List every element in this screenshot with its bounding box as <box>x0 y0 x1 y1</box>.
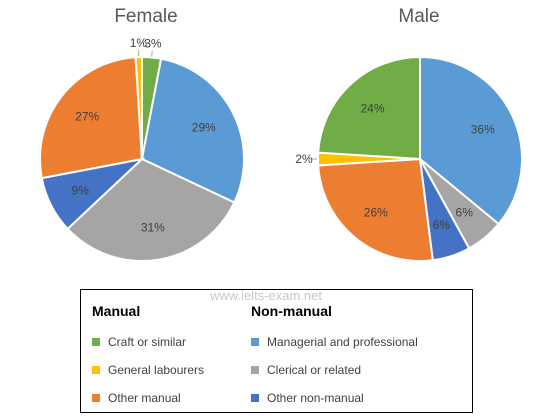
legend-swatch-other-manual <box>92 394 100 402</box>
male-slice-craft-or-similar <box>317 55 421 161</box>
legend-item-general-labourers: General labourers <box>92 363 204 377</box>
female-label-other-manual: 27% <box>75 109 99 123</box>
legend-swatch-other-non-manual <box>251 394 259 402</box>
legend-item-other-manual: Other manual <box>92 391 181 405</box>
female-slice-other-manual <box>39 56 144 180</box>
male-slice-other-manual <box>317 157 434 262</box>
male-label-craft-or-similar: 24% <box>361 101 385 115</box>
legend-header-manual: Manual <box>92 303 141 319</box>
legend-item-clerical: Clerical or related <box>251 363 361 377</box>
female-label-general-labourers: 1% <box>130 36 148 50</box>
male-label-other-manual: 26% <box>364 205 388 219</box>
female-slice-clerical-or-related <box>66 157 236 262</box>
legend-header-non-manual: Non-manual <box>251 303 332 319</box>
legend-label-clerical: Clerical or related <box>267 363 362 377</box>
legend-swatch-general-labourers <box>92 366 100 374</box>
female-slice-managerial-and-professional <box>140 57 245 204</box>
legend-label-general-labourers: General labourers <box>108 363 205 377</box>
male-pie-title: Male <box>398 6 439 27</box>
female-label-other-non-manual: 9% <box>72 183 90 197</box>
male-slice-managerial-and-professional <box>419 55 523 226</box>
legend-swatch-craft <box>92 338 100 346</box>
legend-item-other-non-manual: Other non-manual <box>251 391 364 405</box>
male-label-clerical-or-related: 6% <box>456 205 474 219</box>
watermark: www.ielts-exam.net <box>209 288 322 303</box>
female-label-craft-or-similar: 3% <box>144 37 162 51</box>
legend-swatch-clerical <box>251 366 259 374</box>
legend-label-other-manual: Other manual <box>108 391 181 405</box>
female-pie-title: Female <box>114 6 177 27</box>
legend-label-managerial: Managerial and professional <box>267 335 418 349</box>
female-leader-craft-or-similar <box>151 50 153 57</box>
legend-swatch-managerial <box>251 338 259 346</box>
female-pie: 3% 29% 31% 9% 27% 1% <box>39 36 245 262</box>
male-label-other-non-manual: 6% <box>433 218 451 232</box>
female-slice-general-labourers <box>134 55 143 160</box>
male-label-general-labourers: 2% <box>295 152 313 166</box>
legend-label-craft: Craft or similar <box>108 335 187 349</box>
legend-item-managerial: Managerial and professional <box>251 335 418 349</box>
male-pie: 36% 6% 6% 26% 2% 24% <box>295 55 523 262</box>
legend: Manual Non-manual Craft or similar Gener… <box>80 289 473 413</box>
male-label-managerial-and-professional: 36% <box>471 122 495 136</box>
legend-label-other-non-manual: Other non-manual <box>267 391 364 405</box>
legend-item-craft: Craft or similar <box>92 335 186 349</box>
female-label-managerial-and-professional: 29% <box>192 121 216 135</box>
female-label-clerical-or-related: 31% <box>141 221 165 235</box>
